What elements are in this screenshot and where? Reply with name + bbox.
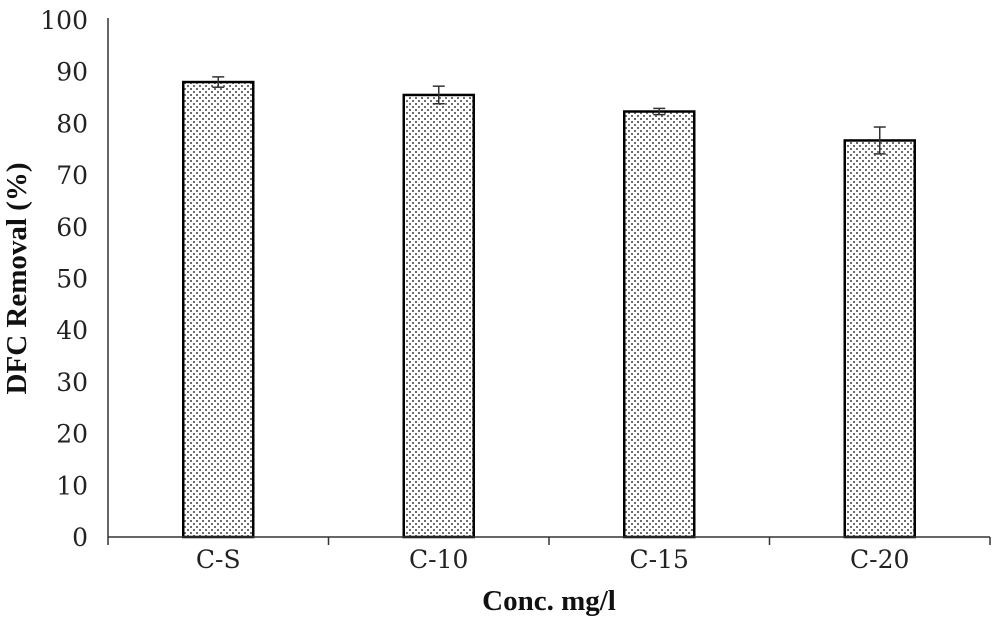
error-bars [212, 76, 886, 155]
y-axis-ticks: 0 10 20 30 40 50 60 70 80 90 100 [40, 6, 88, 552]
x-tick-label: C-15 [630, 545, 689, 574]
axes [107, 18, 991, 545]
bars [182, 80, 916, 539]
y-tick-label: 30 [56, 368, 88, 397]
bar-c-s [182, 80, 255, 539]
bar-c-15 [623, 110, 696, 539]
y-tick-label: 60 [56, 213, 88, 242]
x-axis-title: Conc. mg/l [482, 585, 616, 617]
y-tick-label: 20 [56, 420, 88, 449]
y-tick-label: 100 [40, 6, 88, 35]
y-tick-label: 80 [56, 109, 88, 138]
y-tick-label: 70 [56, 161, 88, 190]
y-axis-title: DFC Removal (%) [1, 163, 33, 395]
x-axis-labels: C-S C-10 C-15 C-20 [196, 545, 910, 574]
y-tick-label: 50 [56, 265, 88, 294]
x-tick-label: C-S [196, 545, 241, 574]
x-tick-label: C-10 [409, 545, 468, 574]
x-tick-label: C-20 [850, 545, 909, 574]
bar-c-20 [843, 139, 916, 539]
y-tick-label: 90 [56, 58, 88, 87]
bar-c-10 [402, 93, 475, 539]
y-tick-label: 40 [56, 316, 88, 345]
y-tick-label: 10 [56, 471, 88, 500]
y-tick-label: 0 [72, 523, 88, 552]
